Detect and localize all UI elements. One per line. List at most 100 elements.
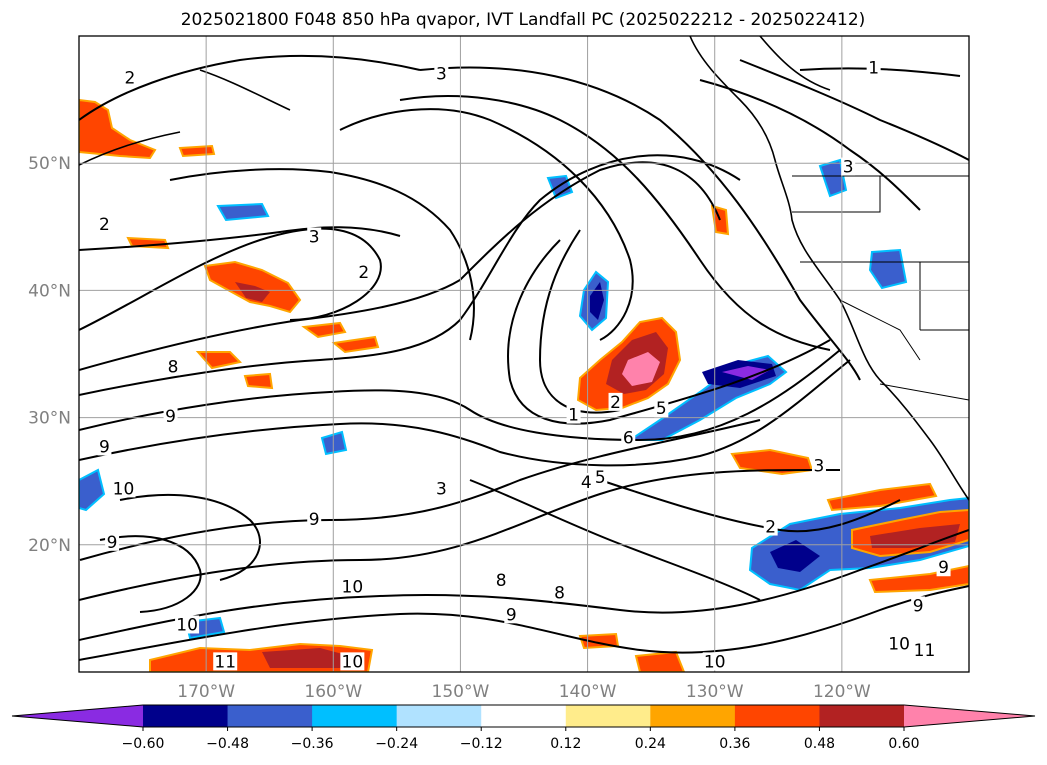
- contour-label-bg: [702, 652, 727, 671]
- negative-anomaly-patch: [79, 468, 106, 512]
- colorbar-segment: [143, 705, 229, 727]
- contour-label: 6: [623, 428, 634, 448]
- contour-label-bg: [307, 227, 322, 246]
- negative-anomaly-patch: [868, 248, 908, 290]
- contour-label-bg: [621, 428, 636, 447]
- contour-label-bg: [97, 214, 112, 233]
- contour-label-bg: [866, 58, 881, 77]
- negative-anomaly-patch: [320, 430, 348, 456]
- contour-label: 2: [358, 263, 369, 283]
- contour-label: 9: [107, 533, 118, 553]
- colorbar-tick-label: −0.60: [122, 736, 165, 752]
- negative-anomaly-patch: [722, 366, 770, 380]
- lon-tick-label: 160°W: [304, 682, 362, 702]
- contour-label-bg: [887, 634, 912, 653]
- contour-label: 10: [888, 635, 910, 655]
- contour-label-bg: [340, 652, 365, 671]
- contour-label-bg: [936, 558, 951, 577]
- positive-anomaly-patch: [243, 372, 274, 390]
- contour-label-bg: [122, 68, 137, 87]
- contour-label: 9: [913, 596, 924, 616]
- colorbar-extend-low: [12, 705, 143, 727]
- state-borders: [792, 175, 969, 401]
- colorbar-tick-label: −0.12: [460, 736, 503, 752]
- contour-label: 9: [938, 558, 949, 578]
- contour-label-bg: [434, 64, 449, 83]
- positive-anomaly-patch: [235, 282, 270, 302]
- colorbar: −0.60 −0.48 −0.36 −0.24 −0.12 0.12 0.24 0.36 0.4…: [11, 704, 1036, 752]
- contour-label-bg: [213, 652, 238, 671]
- contour-label: 2: [765, 518, 776, 538]
- contour-label: 1: [868, 58, 879, 78]
- contour-label: 10: [342, 577, 364, 597]
- colorbar-segment: [565, 705, 651, 727]
- contour-label: 8: [496, 571, 507, 591]
- contour-label-bg: [111, 479, 136, 498]
- latitude-labels: 50°N 40°N 30°N 20°N: [28, 154, 71, 556]
- positive-anomaly-patch: [826, 482, 938, 512]
- contour-label: 4: [581, 473, 592, 493]
- contour-label-bg: [841, 157, 856, 176]
- contour-label-bg: [912, 640, 937, 659]
- contour-label-bg: [97, 437, 112, 456]
- contour-label-bg: [654, 399, 669, 418]
- contour-label: 10: [113, 479, 135, 499]
- contour-label-bg: [166, 357, 181, 376]
- positive-anomaly-patch: [262, 648, 350, 668]
- colorbar-segment: [650, 705, 736, 727]
- colorbar-segment: [734, 705, 820, 727]
- gridlines: [79, 36, 969, 672]
- contour-label-bg: [340, 577, 365, 596]
- qvapor-anomaly-shading: [79, 98, 969, 672]
- colorbar-segment: [312, 705, 398, 727]
- colorbar-tick-label: 0.36: [719, 736, 750, 752]
- contour-label-bg: [566, 405, 581, 424]
- coastline: [79, 36, 969, 501]
- positive-anomaly-patch: [178, 144, 216, 158]
- contour-label: 11: [214, 652, 236, 672]
- lat-tick-label: 30°N: [28, 409, 71, 429]
- contour-label: 10: [704, 652, 726, 672]
- positive-anomaly-patch: [622, 352, 660, 386]
- contour-label-bg: [593, 467, 608, 486]
- colorbar-tick-label: 0.60: [888, 736, 919, 752]
- colorbar-segment: [227, 705, 313, 727]
- contour-label: 1: [568, 406, 579, 426]
- contour-label-bg: [434, 479, 449, 498]
- lon-tick-label: 170°W: [177, 682, 235, 702]
- contour-label-bg: [494, 570, 509, 589]
- contour-label: 10: [176, 615, 198, 635]
- figure-title: 2025021800 F048 850 hPa qvapor, IVT Land…: [181, 10, 866, 30]
- contour-label-bg: [356, 263, 371, 282]
- map-frame: [78, 35, 970, 673]
- lon-tick-label: 140°W: [559, 682, 617, 702]
- colorbar-segment: [819, 705, 905, 727]
- positive-anomaly-patch: [634, 650, 686, 672]
- contour-label: 3: [309, 228, 320, 248]
- contour-label-bg: [307, 509, 322, 528]
- contour-label: 8: [168, 357, 179, 377]
- contour-label: 2: [124, 69, 135, 89]
- contour-label: 2: [99, 215, 110, 235]
- lon-tick-label: 120°W: [813, 682, 871, 702]
- lat-tick-label: 40°N: [28, 281, 71, 301]
- contour-label: 11: [914, 641, 936, 661]
- contour-label-bg: [175, 615, 200, 634]
- lon-tick-label: 130°W: [686, 682, 744, 702]
- contour-label-bg: [579, 473, 594, 492]
- contour-label: 10: [342, 652, 364, 672]
- positive-anomaly-patch: [301, 321, 347, 339]
- contour-label-bg: [552, 583, 567, 602]
- contour-label: 3: [814, 456, 825, 476]
- contour-label: 5: [595, 468, 606, 488]
- contour-label-bg: [105, 532, 120, 551]
- contour-label: 9: [165, 407, 176, 427]
- colorbar-tick-label: 0.24: [635, 736, 666, 752]
- colorbar-tick-label: 0.48: [804, 736, 835, 752]
- contour-label-bg: [163, 406, 178, 425]
- contour-label: 3: [436, 65, 447, 85]
- negative-anomaly-patch: [770, 540, 820, 572]
- negative-anomaly-patch: [818, 158, 848, 198]
